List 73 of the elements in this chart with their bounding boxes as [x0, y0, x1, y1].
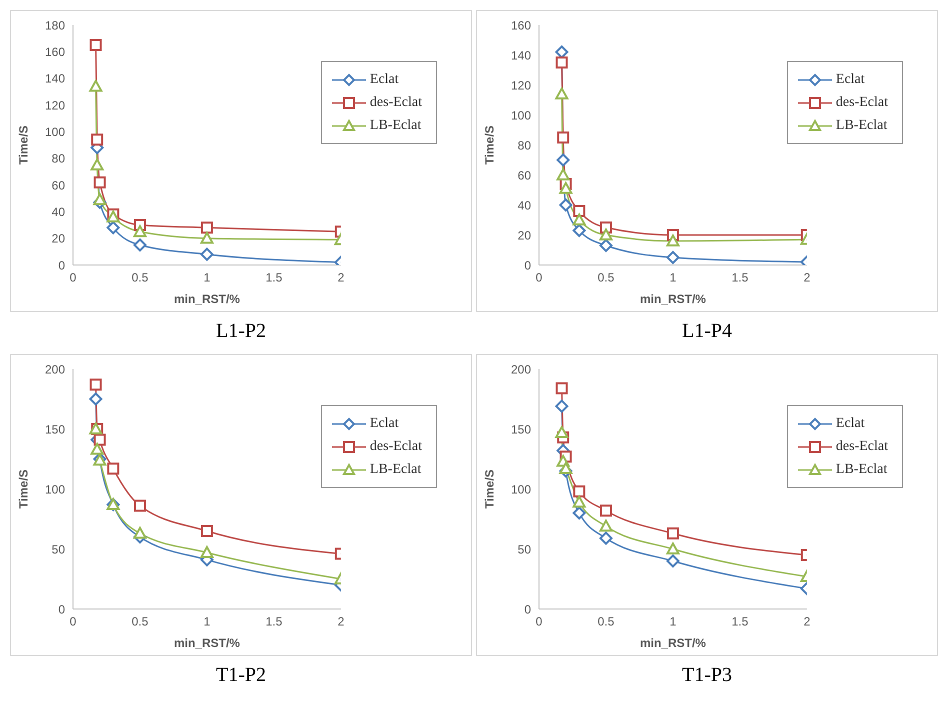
y-tick-label: 0 [524, 602, 532, 616]
legend-label: Eclat [370, 416, 399, 432]
x-tick-label: 0 [70, 614, 77, 629]
legend-label: LB-Eclat [836, 118, 888, 134]
y-tick-label: 50 [518, 542, 532, 556]
y-tick-label: 100 [510, 108, 532, 122]
y-axis-title: Time/S [16, 125, 30, 165]
x-tick-label: 0 [536, 270, 543, 285]
y-tick-label: 120 [44, 98, 66, 112]
y-tick-label: 0 [58, 258, 66, 272]
text: T1-P2 [215, 664, 267, 688]
y-tick-label: 160 [510, 18, 532, 32]
y-tick-label: 50 [52, 542, 66, 556]
y-tick-label: 100 [510, 482, 532, 496]
legend-label: Eclat [836, 72, 865, 88]
y-tick-label: 150 [510, 422, 532, 436]
y-tick-label: 100 [44, 482, 66, 496]
legend-label: LB-Eclat [370, 118, 422, 134]
x-tick-label: 0.5 [132, 270, 149, 285]
legend-label: des-Eclat [836, 94, 888, 110]
x-tick-label: 1 [670, 270, 677, 285]
x-tick-label: 0.5 [132, 614, 149, 629]
x-tick-label: 1 [670, 614, 677, 629]
legend-label: LB-Eclat [370, 462, 422, 478]
y-tick-label: 20 [52, 232, 66, 246]
y-tick-label: 160 [44, 44, 66, 59]
x-tick-label: 2 [338, 614, 345, 629]
x-tick-label: 2 [338, 270, 345, 285]
y-axis-title: Time/S [482, 469, 496, 509]
y-tick-label: 200 [44, 362, 66, 376]
y-tick-label: 20 [518, 228, 532, 242]
y-tick-label: 80 [52, 152, 66, 166]
y-tick-label: 100 [44, 124, 66, 139]
y-tick-label: 80 [518, 138, 532, 152]
text: T1-P3 [681, 664, 733, 688]
y-tick-label: 200 [510, 362, 532, 376]
y-tick-label: 40 [518, 198, 532, 212]
y-axis-title: Time/S [16, 469, 30, 509]
text: L1-P4 [681, 320, 733, 344]
y-tick-label: 60 [518, 168, 532, 182]
y-tick-label: 60 [52, 178, 66, 192]
legend-label: des-Eclat [370, 438, 422, 454]
y-tick-label: 180 [44, 18, 66, 32]
x-tick-label: 1.5 [266, 614, 283, 629]
x-tick-label: 1.5 [732, 270, 749, 285]
x-tick-label: 1.5 [732, 614, 749, 629]
legend-label: des-Eclat [836, 438, 888, 454]
y-axis-title: Time/S [482, 125, 496, 165]
x-axis-title: min_RST/% [640, 636, 706, 650]
x-tick-label: 0 [70, 270, 77, 285]
y-tick-label: 0 [58, 602, 66, 616]
legend-label: Eclat [836, 416, 865, 432]
y-tick-label: 150 [44, 422, 66, 436]
legend-label: LB-Eclat [836, 462, 888, 478]
y-tick-label: 140 [510, 48, 532, 62]
y-tick-label: 40 [52, 204, 66, 219]
x-axis-title: min_RST/% [174, 292, 240, 306]
x-tick-label: 2 [804, 270, 811, 285]
y-tick-label: 0 [524, 258, 532, 272]
x-tick-label: 1 [204, 614, 211, 629]
x-tick-label: 1.5 [266, 270, 283, 285]
y-tick-label: 140 [44, 72, 66, 86]
x-tick-label: 0 [536, 614, 543, 629]
legend-label: Eclat [370, 72, 399, 88]
legend-label: des-Eclat [370, 94, 422, 110]
x-tick-label: 2 [804, 614, 811, 629]
y-tick-label: 120 [510, 78, 532, 92]
x-axis-title: min_RST/% [640, 292, 706, 306]
x-tick-label: 0.5 [598, 614, 615, 629]
x-axis-title: min_RST/% [174, 636, 240, 650]
x-tick-label: 1 [204, 270, 211, 285]
text: L1-P2 [215, 320, 267, 344]
x-tick-label: 0.5 [598, 270, 615, 285]
